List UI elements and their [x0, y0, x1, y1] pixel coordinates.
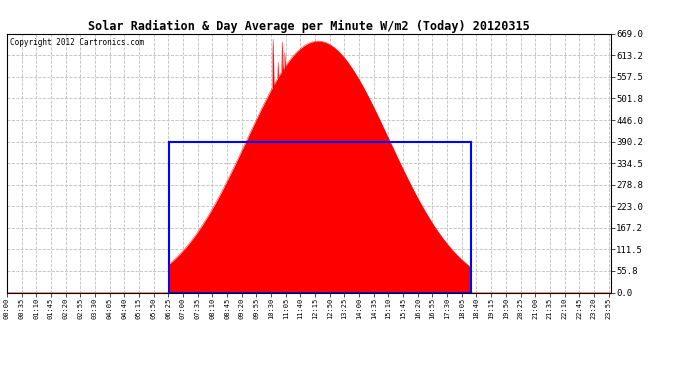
Text: Copyright 2012 Cartronics.com: Copyright 2012 Cartronics.com	[10, 38, 144, 46]
Title: Solar Radiation & Day Average per Minute W/m2 (Today) 20120315: Solar Radiation & Day Average per Minute…	[88, 20, 530, 33]
